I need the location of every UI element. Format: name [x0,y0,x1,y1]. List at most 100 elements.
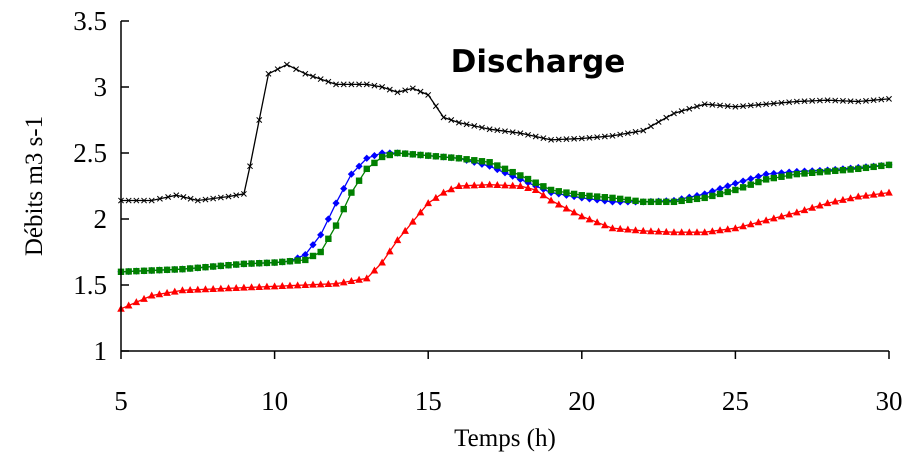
data-point [886,95,892,102]
data-point [678,108,685,115]
data-point [186,265,194,272]
data-point [846,194,855,202]
data-point [386,151,393,159]
series-1 [118,61,892,204]
data-point [486,159,493,166]
data-point [178,286,187,294]
data-point [547,186,555,194]
data-point [617,195,624,203]
data-point [571,135,578,142]
data-point [709,192,716,200]
data-point [256,117,263,123]
data-point [417,88,424,95]
data-point [233,261,240,268]
data-point [332,222,340,229]
data-point [394,89,401,96]
data-point [509,129,516,136]
data-point [777,212,786,220]
data-point [355,177,363,184]
data-point [425,152,432,159]
data-point [194,285,202,293]
data-point [317,231,325,239]
data-point [478,158,486,165]
data-point [347,277,356,285]
data-point [240,283,248,291]
data-point [877,189,886,197]
data-point [187,195,194,202]
data-point [663,114,670,121]
data-point [409,151,417,158]
data-point [593,218,601,226]
data-point [540,135,547,142]
data-point [455,182,463,189]
data-point [708,227,717,235]
x-tick-label: 25 [722,386,749,416]
data-point [439,188,448,196]
data-point [578,192,585,199]
data-point [302,256,309,264]
data-point [516,182,525,189]
data-point [286,258,294,265]
data-point [302,70,309,77]
data-point [809,97,816,104]
data-point [754,218,763,226]
data-point [209,284,217,292]
data-point [448,117,455,123]
data-point [393,236,402,244]
data-point [786,99,793,106]
data-point [247,163,253,170]
data-point [417,151,424,159]
data-point [878,96,885,103]
data-point [501,165,509,173]
data-point [248,260,255,267]
data-point [348,189,355,196]
data-point [502,128,508,135]
data-point [671,110,677,117]
data-point [509,168,516,176]
data-point [832,97,839,104]
data-point [517,130,524,137]
data-point [301,281,310,288]
data-point [125,268,132,275]
data-point [378,153,386,161]
data-point [847,166,854,173]
data-point [785,172,793,179]
data-point [640,127,647,134]
data-point [724,188,731,196]
data-point [824,97,831,104]
data-point [371,159,378,167]
data-point [839,195,847,203]
data-point [732,103,739,110]
data-point [133,267,140,275]
data-point [617,131,624,138]
data-point [156,195,163,202]
data-point [555,188,562,195]
data-point [885,161,893,169]
data-point [486,126,493,133]
data-point [370,266,379,274]
data-point [770,100,777,107]
data-point [124,301,133,309]
data-point [517,172,524,179]
data-point [731,224,740,232]
data-point [678,197,685,205]
data-point [578,212,586,220]
data-point [524,175,532,183]
data-point [601,194,609,201]
data-point [355,275,363,283]
axes-layer [120,21,889,352]
y-tick-label: 1 [94,336,108,366]
data-point [785,210,793,218]
data-point [479,124,485,131]
data-point [340,205,347,213]
data-point [816,168,824,176]
data-point [762,170,770,178]
data-point [540,183,547,190]
data-point [165,194,172,200]
data-point [416,208,425,216]
series-layer [117,61,893,312]
data-point [855,98,862,105]
data-point [355,162,363,170]
data-point [309,252,317,260]
data-point [294,257,301,264]
